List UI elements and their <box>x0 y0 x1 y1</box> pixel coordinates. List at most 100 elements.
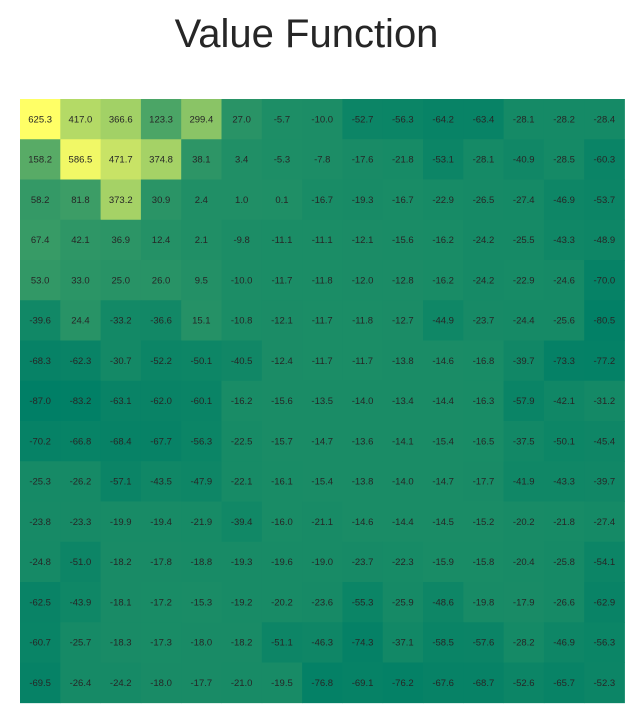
cell-value-label: -13.4 <box>392 396 414 407</box>
cell-value-label: -11.8 <box>312 275 333 286</box>
cell-value-label: -70.0 <box>594 275 616 286</box>
heatmap-cell <box>261 541 303 583</box>
cell-value-label: -16.1 <box>271 477 293 488</box>
heatmap-cell <box>140 421 182 462</box>
cell-value-label: -53.1 <box>432 155 454 166</box>
heatmap-cell <box>100 501 142 543</box>
cell-value-label: -24.2 <box>110 678 132 689</box>
heatmap-cell <box>342 340 384 382</box>
heatmap-cell <box>140 582 182 623</box>
heatmap-cell <box>382 461 424 502</box>
heatmap-cell <box>60 501 101 543</box>
cell-value-label: 2.4 <box>195 195 208 206</box>
heatmap-cell <box>584 380 625 422</box>
cell-value-label: 586.5 <box>69 155 93 166</box>
cell-value-label: -20.4 <box>513 557 535 568</box>
cell-value-label: -50.1 <box>553 436 575 447</box>
cell-value-label: -16.2 <box>432 275 454 286</box>
heatmap-cell <box>463 139 504 180</box>
heatmap-cell <box>342 662 384 704</box>
heatmap-cell <box>584 219 625 261</box>
heatmap-cell <box>140 662 182 704</box>
heatmap-cell <box>302 340 343 382</box>
cell-value-label: -25.6 <box>553 316 575 327</box>
heatmap-cell <box>221 179 263 221</box>
heatmap-cell <box>60 340 101 382</box>
heatmap-cell <box>20 139 61 180</box>
cell-value-label: -62.0 <box>150 396 172 407</box>
cell-value-label: -7.8 <box>314 155 330 166</box>
cell-value-label: 36.9 <box>112 235 131 246</box>
cell-value-label: -16.8 <box>473 356 495 367</box>
cell-value-label: -14.4 <box>392 517 414 528</box>
heatmap-cell <box>60 219 101 261</box>
heatmap-cell <box>181 541 222 583</box>
cell-value-label: -27.4 <box>513 195 535 206</box>
heatmap-cell <box>302 421 343 462</box>
cell-value-label: -63.4 <box>473 114 495 125</box>
cell-value-label: -31.2 <box>594 396 616 407</box>
cell-value-label: -5.7 <box>274 114 290 125</box>
heatmap-cell <box>584 99 625 140</box>
cell-value-label: -76.2 <box>392 678 414 689</box>
heatmap-cell <box>20 380 61 422</box>
cell-value-label: -43.3 <box>553 477 575 488</box>
cell-value-label: -51.1 <box>271 638 293 649</box>
heatmap-cell <box>221 99 263 140</box>
heatmap-cell <box>463 219 504 261</box>
heatmap-cell <box>100 421 142 462</box>
heatmap-cell-labels: 625.3 417.0 366.6 123.3 299.4 27.0 -5.7 -10.0 -5… <box>28 114 616 689</box>
cell-value-label: -30.7 <box>110 356 132 367</box>
cell-value-label: -56.3 <box>594 638 616 649</box>
cell-value-label: 67.4 <box>31 235 50 246</box>
heatmap-cell <box>20 501 61 543</box>
heatmap-cell <box>140 219 182 261</box>
cell-value-label: -19.6 <box>271 557 293 568</box>
heatmap-cell <box>423 179 464 221</box>
heatmap-cell <box>261 461 303 502</box>
heatmap-cell <box>302 541 343 583</box>
heatmap-cell <box>382 139 424 180</box>
heatmap-cell <box>342 582 384 623</box>
heatmap-cell <box>140 622 182 663</box>
cell-value-label: -58.5 <box>432 638 454 649</box>
heatmap-cell <box>423 541 464 583</box>
cell-value-label: -18.0 <box>191 638 213 649</box>
cell-value-label: -11.7 <box>352 356 373 367</box>
cell-value-label: -22.3 <box>392 557 414 568</box>
cell-value-label: -18.8 <box>191 557 213 568</box>
cell-value-label: -50.1 <box>191 356 213 367</box>
cell-value-label: -17.7 <box>473 477 495 488</box>
cell-value-label: 625.3 <box>28 114 52 125</box>
heatmap-cell <box>20 461 61 502</box>
heatmap-cell <box>140 501 182 543</box>
heatmap-cell <box>302 260 343 301</box>
heatmap-cell <box>382 501 424 543</box>
cell-value-label: -15.4 <box>311 477 333 488</box>
heatmap-cell <box>181 300 222 341</box>
heatmap-cell <box>543 300 585 341</box>
cell-value-label: -87.0 <box>29 396 51 407</box>
cell-value-label: -53.7 <box>594 195 616 206</box>
heatmap-cell <box>221 219 263 261</box>
heatmap-cell <box>20 541 61 583</box>
heatmap-cell <box>181 380 222 422</box>
heatmap-cell <box>302 662 343 704</box>
cell-value-label: -15.6 <box>392 235 414 246</box>
heatmap-cell <box>342 461 384 502</box>
heatmap-cell <box>181 139 222 180</box>
cell-value-label: -15.6 <box>271 396 293 407</box>
cell-value-label: -14.5 <box>432 517 454 528</box>
cell-value-label: -80.5 <box>594 316 616 327</box>
heatmap-cell <box>181 421 222 462</box>
cell-value-label: -12.1 <box>271 316 293 327</box>
heatmap-cell <box>181 340 222 382</box>
heatmap-cell <box>221 501 263 543</box>
cell-value-label: -19.4 <box>150 517 172 528</box>
cell-value-label: -27.4 <box>594 517 616 528</box>
cell-value-label: -23.6 <box>311 597 333 608</box>
heatmap-cell <box>100 380 142 422</box>
heatmap-cell <box>140 380 182 422</box>
heatmap-cell <box>503 662 545 704</box>
cell-value-label: -37.5 <box>513 436 535 447</box>
